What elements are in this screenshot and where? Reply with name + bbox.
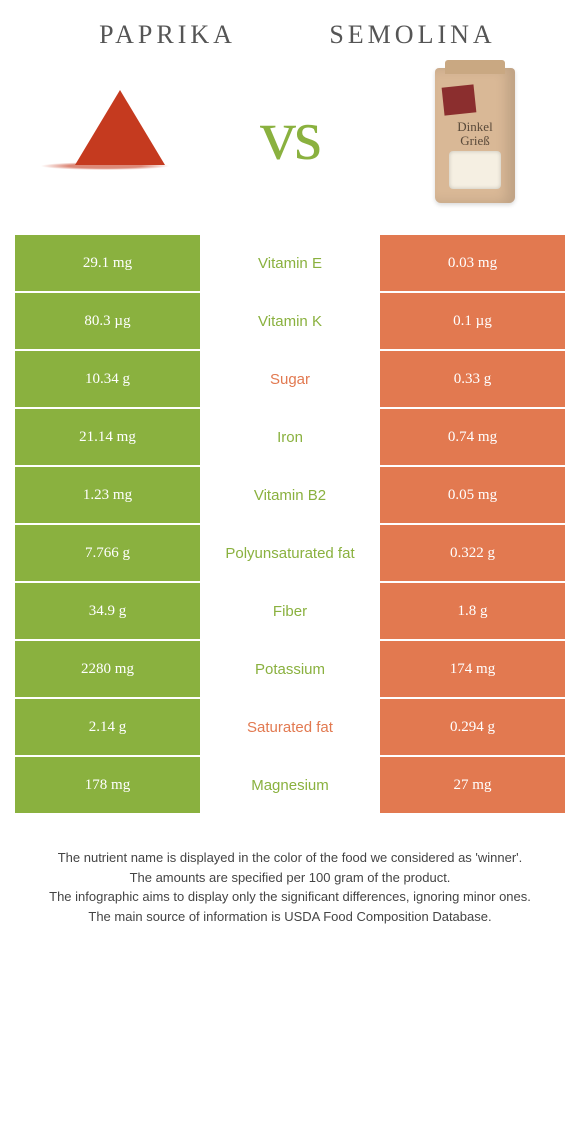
table-row: 178 mgMagnesium27 mg: [15, 757, 565, 813]
left-value-cell: 178 mg: [15, 757, 200, 813]
table-row: 1.23 mgVitamin B20.05 mg: [15, 467, 565, 523]
right-value-cell: 174 mg: [380, 641, 565, 697]
table-row: 34.9 gFiber1.8 g: [15, 583, 565, 639]
hero-images-row: vs Dinkel Grieß: [15, 65, 565, 205]
nutrient-label-cell: Vitamin E: [202, 235, 378, 291]
left-value-cell: 7.766 g: [15, 525, 200, 581]
right-value-cell: 1.8 g: [380, 583, 565, 639]
left-value-cell: 2.14 g: [15, 699, 200, 755]
right-value-cell: 0.294 g: [380, 699, 565, 755]
footnote-line: The main source of information is USDA F…: [25, 907, 555, 927]
nutrient-label-cell: Iron: [202, 409, 378, 465]
bag-text-line2: Grieß: [435, 134, 515, 148]
table-row: 2.14 gSaturated fat0.294 g: [15, 699, 565, 755]
left-value-cell: 29.1 mg: [15, 235, 200, 291]
nutrient-label-cell: Potassium: [202, 641, 378, 697]
infographic-container: Paprika Semolina vs Dinkel Grieß: [0, 0, 580, 956]
right-value-cell: 27 mg: [380, 757, 565, 813]
nutrient-label-cell: Saturated fat: [202, 699, 378, 755]
nutrient-label-cell: Sugar: [202, 351, 378, 407]
footnote-line: The nutrient name is displayed in the co…: [25, 848, 555, 868]
header-titles: Paprika Semolina: [15, 20, 565, 50]
footnote-line: The amounts are specified per 100 gram o…: [25, 868, 555, 888]
nutrient-label-cell: Vitamin K: [202, 293, 378, 349]
right-value-cell: 0.03 mg: [380, 235, 565, 291]
table-row: 2280 mgPotassium174 mg: [15, 641, 565, 697]
table-row: 80.3 µgVitamin K0.1 µg: [15, 293, 565, 349]
left-value-cell: 1.23 mg: [15, 467, 200, 523]
right-value-cell: 0.74 mg: [380, 409, 565, 465]
left-value-cell: 10.34 g: [15, 351, 200, 407]
bag-text-line1: Dinkel: [435, 120, 515, 134]
right-value-cell: 0.322 g: [380, 525, 565, 581]
vs-label: vs: [260, 94, 320, 177]
nutrient-label-cell: Fiber: [202, 583, 378, 639]
table-row: 21.14 mgIron0.74 mg: [15, 409, 565, 465]
left-value-cell: 34.9 g: [15, 583, 200, 639]
left-value-cell: 2280 mg: [15, 641, 200, 697]
left-value-cell: 21.14 mg: [15, 409, 200, 465]
semolina-bag-icon: Dinkel Grieß: [435, 68, 515, 203]
table-row: 10.34 gSugar0.33 g: [15, 351, 565, 407]
table-row: 7.766 gPolyunsaturated fat0.322 g: [15, 525, 565, 581]
footnote-block: The nutrient name is displayed in the co…: [15, 848, 565, 926]
left-food-title: Paprika: [45, 20, 290, 50]
nutrient-comparison-table: 29.1 mgVitamin E0.03 mg80.3 µgVitamin K0…: [15, 235, 565, 813]
semolina-image: Dinkel Grieß: [395, 65, 555, 205]
nutrient-label-cell: Vitamin B2: [202, 467, 378, 523]
right-value-cell: 0.1 µg: [380, 293, 565, 349]
right-food-title: Semolina: [290, 20, 535, 50]
paprika-image: [25, 65, 185, 205]
footnote-line: The infographic aims to display only the…: [25, 887, 555, 907]
right-value-cell: 0.33 g: [380, 351, 565, 407]
right-value-cell: 0.05 mg: [380, 467, 565, 523]
nutrient-label-cell: Magnesium: [202, 757, 378, 813]
table-row: 29.1 mgVitamin E0.03 mg: [15, 235, 565, 291]
paprika-pile-icon: [35, 90, 175, 180]
nutrient-label-cell: Polyunsaturated fat: [202, 525, 378, 581]
left-value-cell: 80.3 µg: [15, 293, 200, 349]
